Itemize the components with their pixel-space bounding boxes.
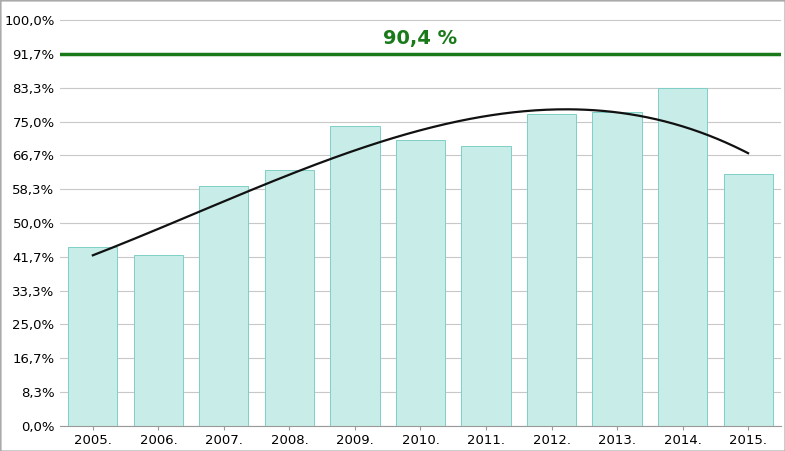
- Bar: [68, 247, 118, 425]
- Bar: [462, 146, 510, 425]
- Bar: [527, 114, 576, 425]
- Text: 90,4 %: 90,4 %: [383, 29, 458, 48]
- Bar: [658, 88, 707, 425]
- Bar: [133, 255, 183, 425]
- Bar: [265, 170, 314, 425]
- Bar: [724, 175, 772, 425]
- Bar: [199, 186, 249, 425]
- Bar: [593, 111, 641, 425]
- Bar: [396, 140, 445, 425]
- Bar: [330, 126, 379, 425]
